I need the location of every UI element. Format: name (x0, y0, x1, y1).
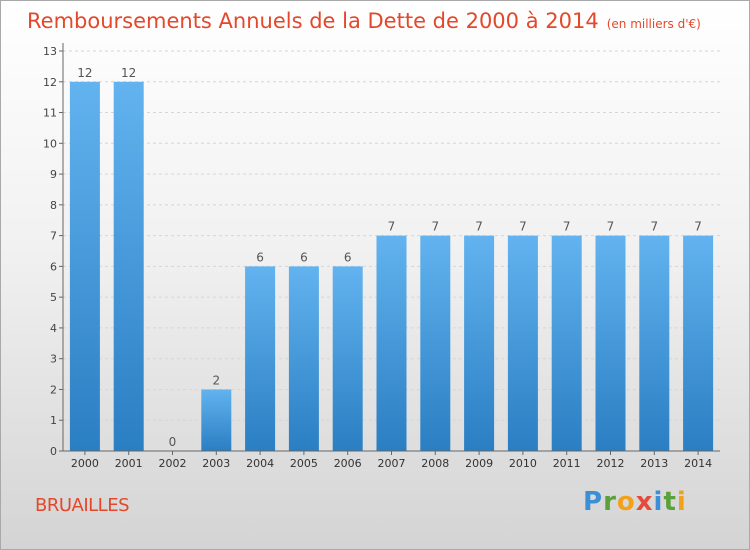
bar-value-label: 7 (388, 220, 396, 234)
chart-title-text: Remboursements Annuels de la Dette de 20… (27, 9, 599, 33)
bar-value-label: 6 (344, 250, 352, 264)
bar (245, 266, 276, 451)
x-tick-label: 2002 (159, 457, 187, 470)
y-tick-label: 7 (50, 230, 57, 243)
y-tick-label: 3 (50, 353, 57, 366)
bar-value-label: 7 (607, 220, 615, 234)
x-tick-label: 2005 (290, 457, 318, 470)
bar-value-label: 7 (694, 220, 702, 234)
y-tick-label: 11 (43, 107, 57, 120)
bar (69, 81, 100, 452)
x-tick-label: 2014 (684, 457, 712, 470)
bar (201, 389, 232, 451)
x-tick-label: 2012 (597, 457, 625, 470)
y-tick-label: 12 (43, 76, 57, 89)
x-tick-label: 2011 (553, 457, 581, 470)
chart-title: Remboursements Annuels de la Dette de 20… (27, 9, 701, 33)
y-tick-label: 5 (50, 291, 57, 304)
bar (332, 266, 363, 451)
bar (420, 235, 451, 451)
y-tick-label: 2 (50, 383, 57, 396)
x-axis: 2000 2001 2002 2003 2004 2005 2006 2007 2008 2009… (63, 450, 720, 470)
bar-value-label: 2 (212, 373, 220, 387)
x-tick-label: 2004 (246, 457, 274, 470)
x-tick-label: 2008 (421, 457, 449, 470)
bar (683, 235, 714, 451)
y-tick-label: 8 (50, 199, 57, 212)
bar-value-label: 7 (650, 220, 658, 234)
bar-value-label: 6 (300, 250, 308, 264)
x-tick-label: 2007 (378, 457, 406, 470)
bar (376, 235, 407, 451)
bar (551, 235, 582, 451)
bar-value-label: 6 (256, 250, 264, 264)
chart-subtitle: (en milliers d'€) (606, 17, 701, 31)
bar-value-label: 7 (431, 220, 439, 234)
bar (464, 235, 495, 451)
proxiti-logo[interactable]: Proxiti (583, 487, 687, 517)
y-tick-label: 10 (43, 137, 57, 150)
y-tick-label: 0 (50, 445, 57, 458)
bar-value-label: 12 (77, 66, 92, 80)
bar-value-label: 7 (519, 220, 527, 234)
bar (595, 235, 626, 451)
commune-name: BRUAILLES (35, 495, 130, 516)
x-tick-label: 2006 (334, 457, 362, 470)
bar (639, 235, 670, 451)
y-tick-label: 6 (50, 260, 57, 273)
x-tick-label: 2009 (465, 457, 493, 470)
x-tick-label: 2001 (115, 457, 143, 470)
x-tick-label: 2000 (71, 457, 99, 470)
y-tick-label: 4 (50, 322, 57, 335)
bar-value-label: 7 (563, 220, 571, 234)
bar (507, 235, 538, 451)
y-tick-label: 1 (50, 414, 57, 427)
x-tick-label: 2003 (202, 457, 230, 470)
x-tick-label: 2010 (509, 457, 537, 470)
bar-value-label: 7 (475, 220, 483, 234)
y-tick-label: 9 (50, 168, 57, 181)
bars: 12 12 0 2 6 6 6 7 7 7 7 7 7 7 7 (69, 66, 714, 452)
bar-value-label: 12 (121, 66, 136, 80)
x-tick-label: 2013 (640, 457, 668, 470)
bar (288, 266, 319, 451)
bar (113, 81, 144, 452)
bar-value-label: 0 (169, 435, 177, 449)
y-tick-label: 13 (43, 45, 57, 58)
